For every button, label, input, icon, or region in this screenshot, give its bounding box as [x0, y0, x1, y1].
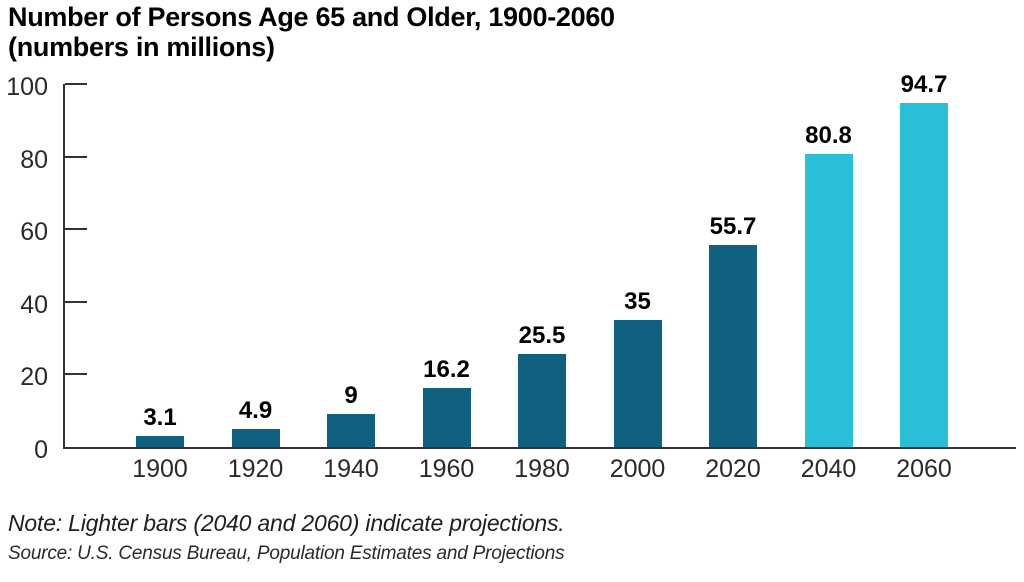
x-tick-label-2020: 2020: [705, 455, 761, 483]
chart-source: Source: U.S. Census Bureau, Population E…: [8, 543, 565, 564]
bar-value-label-2000: 35: [624, 288, 651, 315]
bar-1960: [422, 388, 471, 447]
chart-note: Note: Lighter bars (2040 and 2060) indic…: [8, 510, 565, 536]
bar-value-label-1920: 4.9: [238, 397, 273, 424]
x-tick-label-2060: 2060: [896, 455, 952, 483]
bar-value-label-1960: 16.2: [423, 356, 470, 383]
bar-2060: [900, 103, 948, 447]
y-tick-label: 0: [34, 436, 48, 464]
bar-1980: [518, 354, 566, 447]
bar-value-label-1900: 3.1: [143, 404, 177, 431]
y-tick-label: 100: [6, 73, 48, 101]
x-tick-label-1900: 1900: [132, 455, 188, 483]
x-tick-label-1960: 1960: [418, 455, 475, 483]
bar-value-label-2040: 80.8: [805, 122, 852, 149]
bar-2020: [709, 245, 757, 447]
y-tick-label: 40: [20, 290, 48, 319]
bar-value-label-2060: 94.7: [900, 71, 948, 98]
x-tick-label-1980: 1980: [514, 455, 570, 483]
chart-title-line1: Number of Persons Age 65 and Older, 1900…: [8, 2, 615, 32]
x-tick-label-1940: 1940: [323, 455, 379, 483]
chart-title-line2: (numbers in millions): [8, 32, 275, 63]
y-tick-label: 80: [20, 145, 48, 174]
x-tick-label-1920: 1920: [227, 455, 284, 483]
y-tick-mark: [65, 155, 87, 158]
y-tick-mark: [65, 373, 87, 376]
y-tick-mark: [65, 228, 87, 231]
plot-area: 3.1 1900 4.9 1920 9 1940 16.2 1960 25.5 1980 35 200…: [63, 71, 1016, 483]
bar-2040: [804, 154, 853, 447]
bar-1940: [327, 414, 375, 447]
x-tick-label-2040: 2040: [800, 455, 857, 483]
bar-value-label-2020: 55.7: [709, 213, 757, 240]
y-tick-label: 20: [20, 363, 48, 392]
bar-value-label-1980: 25.5: [518, 322, 566, 349]
bar-1920: [231, 429, 280, 447]
y-tick-mark: [65, 300, 87, 303]
bar-value-label-1940: 9: [344, 382, 358, 409]
y-tick-label: 60: [20, 218, 48, 247]
chart-title: Number of Persons Age 65 and Older, 1900…: [8, 2, 615, 62]
y-tick-mark: [65, 83, 87, 85]
bar-2000: [613, 320, 662, 447]
x-tick-label-2000: 2000: [609, 455, 666, 483]
bar-1900: [136, 436, 184, 447]
